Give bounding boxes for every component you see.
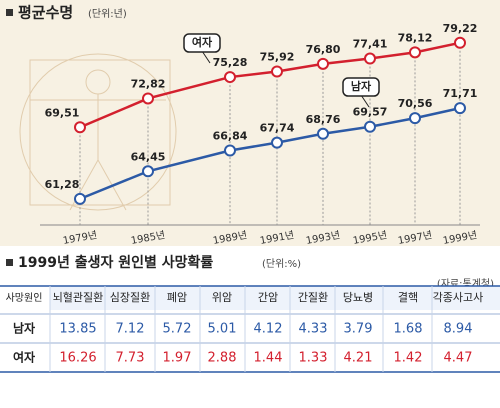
table-cell: 2.88 xyxy=(208,351,237,366)
value-label: 61,28 xyxy=(45,178,80,191)
legend-label: 남자 xyxy=(351,79,372,93)
table-cell: 1.44 xyxy=(254,351,283,366)
point xyxy=(317,57,329,70)
x-tick-label: 1993년 xyxy=(305,229,341,247)
point xyxy=(364,120,376,133)
value-label: 69,51 xyxy=(45,106,80,119)
point xyxy=(142,165,154,178)
table-cell: 7.73 xyxy=(116,351,145,366)
row-label: 여자 xyxy=(13,350,35,365)
value-label: 76,80 xyxy=(306,43,341,56)
legend-box xyxy=(342,77,380,97)
point xyxy=(364,52,376,65)
table-cell: 1.42 xyxy=(394,351,423,366)
row-label: 남자 xyxy=(13,321,35,336)
legend-box xyxy=(183,33,221,53)
point xyxy=(317,127,329,140)
value-label: 72,82 xyxy=(131,77,166,90)
series-line xyxy=(79,41,461,129)
value-label: 68,76 xyxy=(306,113,341,126)
table-cell: 13.85 xyxy=(59,322,96,337)
chart-subtitle: (단위:년) xyxy=(88,7,127,20)
header-cell: 폐암 xyxy=(167,291,187,304)
table-cell: 4.12 xyxy=(254,322,283,337)
chart-title: 평균수명 xyxy=(18,4,73,22)
header-cell: 뇌혈관질환 xyxy=(53,290,104,304)
point xyxy=(409,46,421,59)
table-background xyxy=(0,250,500,408)
header-cell: 간질환 xyxy=(298,291,328,304)
point xyxy=(224,71,236,84)
table-cell: 1.68 xyxy=(394,322,423,337)
point xyxy=(224,144,236,157)
x-tick-label: 1985년 xyxy=(130,229,166,247)
header-row xyxy=(50,286,500,310)
x-tick-label: 1991년 xyxy=(259,229,295,247)
header-cell: 위암 xyxy=(212,291,232,304)
table-cell: 5.01 xyxy=(208,322,237,337)
table-cell: 8.94 xyxy=(444,322,473,337)
value-label: 64,45 xyxy=(131,150,166,163)
header-cell: 심장질환 xyxy=(110,291,150,304)
value-label: 78,12 xyxy=(398,31,433,44)
point xyxy=(454,102,466,115)
value-label: 77,41 xyxy=(353,38,388,51)
table-cell: 16.26 xyxy=(59,351,96,366)
table-cell: 4.47 xyxy=(444,351,473,366)
series-line xyxy=(79,106,461,201)
table-cell: 1.97 xyxy=(163,351,192,366)
header-cell: 당뇨병 xyxy=(343,291,373,304)
point xyxy=(271,136,283,149)
table-unit: (단위:%) xyxy=(262,257,301,270)
value-label: 79,22 xyxy=(443,22,478,35)
value-label: 71,71 xyxy=(443,87,478,100)
legend-pointer xyxy=(360,94,370,108)
value-label: 70,56 xyxy=(398,97,433,110)
point xyxy=(74,121,86,134)
x-tick-label: 1989년 xyxy=(212,229,248,247)
table-title: 1999년 출생자 원인별 사망확률 xyxy=(18,254,213,271)
x-tick-label: 1979년 xyxy=(62,229,98,247)
x-tick-label: 1999년 xyxy=(442,229,478,247)
title-icon xyxy=(6,9,13,16)
header-cell: 간암 xyxy=(258,291,278,304)
legend-pointer xyxy=(201,50,211,64)
value-label: 75,28 xyxy=(213,56,248,69)
table-cell: 5.72 xyxy=(163,322,192,337)
x-tick-label: 1997년 xyxy=(397,229,433,247)
value-label: 69,57 xyxy=(353,106,388,119)
table-cell: 4.21 xyxy=(344,351,373,366)
value-label: 75,92 xyxy=(260,50,295,63)
value-label: 66,84 xyxy=(213,129,248,142)
point xyxy=(271,65,283,78)
table-cell: 7.12 xyxy=(116,322,145,337)
header-cell: 결핵 xyxy=(398,291,418,304)
table-cell: 4.33 xyxy=(299,322,328,337)
point xyxy=(74,192,86,205)
legend-label: 여자 xyxy=(192,35,213,49)
table-icon xyxy=(6,259,13,266)
header-cell: 각종사고사 xyxy=(433,291,484,304)
value-label: 67,74 xyxy=(260,122,295,135)
x-tick-label: 1995년 xyxy=(352,229,388,247)
header-cell: 사망원인 xyxy=(6,292,43,304)
point xyxy=(142,92,154,105)
point xyxy=(409,112,421,125)
table-cell: 3.79 xyxy=(344,322,373,337)
table-cell: 1.33 xyxy=(299,351,328,366)
point xyxy=(454,36,466,49)
